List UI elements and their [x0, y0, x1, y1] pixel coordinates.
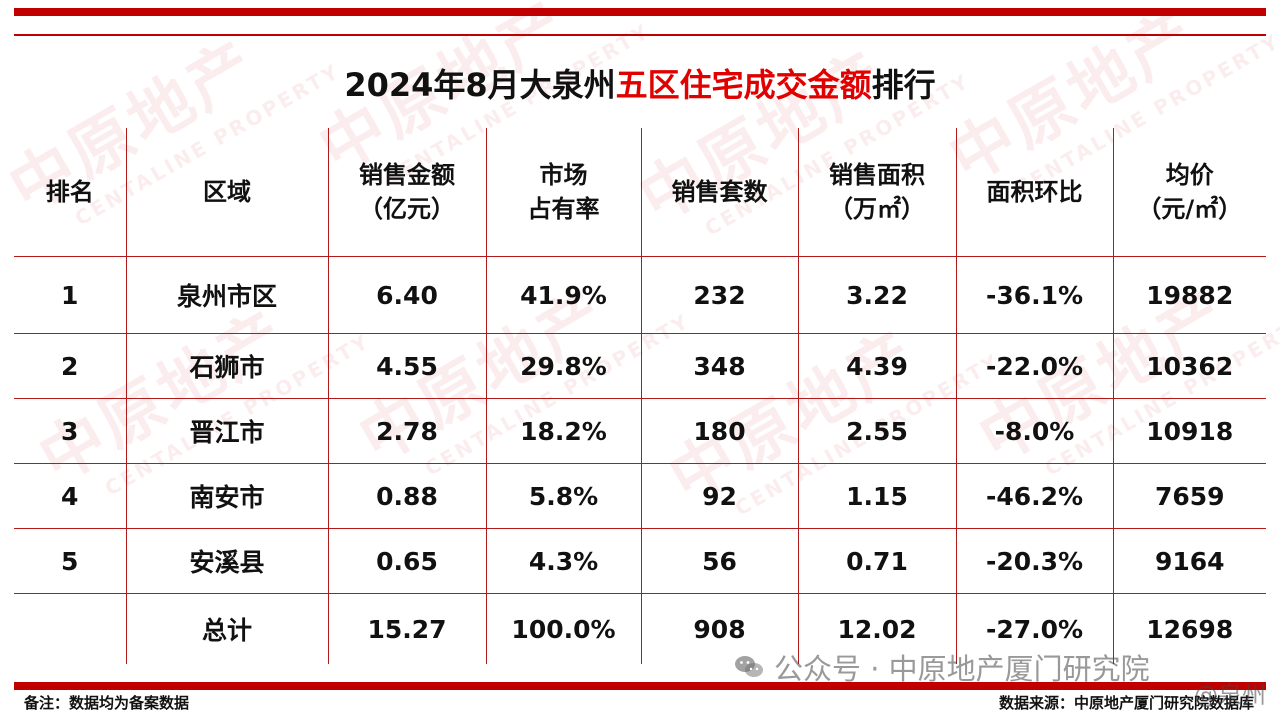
- column-header-line: 排名: [45, 178, 94, 206]
- column-header-line: （亿元）: [359, 195, 455, 223]
- wechat-watermark-text: 公众号 · 中原地产厦门研究院: [774, 652, 1150, 686]
- column-header-line: 销售面积: [829, 161, 925, 189]
- table-cell: 6.40: [327, 256, 487, 334]
- column-header: 销售金额 （亿元）: [327, 128, 487, 257]
- table-cell: -22.0%: [955, 333, 1114, 399]
- table-cell: 92: [640, 463, 799, 529]
- table-row: 3 晋江市 2.78 18.2% 180 2.55 -8.0% 10918: [14, 398, 1266, 464]
- column-header: 面积环比: [955, 128, 1114, 257]
- bottom-accent-bar: [14, 682, 1266, 690]
- footer-note: 备注：数据均为备案数据: [24, 694, 190, 712]
- table-cell: 总计: [125, 593, 329, 664]
- table-cell: 15.27: [327, 593, 487, 664]
- title-highlight: 五区住宅成交金额: [615, 66, 872, 104]
- column-header-line: 销售金额: [359, 161, 455, 189]
- table-cell: 180: [640, 398, 799, 464]
- table-cell: [14, 593, 127, 664]
- column-header-line: （万㎡）: [829, 195, 925, 223]
- table-cell: 19882: [1112, 256, 1266, 334]
- column-header: 销售面积 （万㎡）: [797, 128, 957, 257]
- table-row: 4 南安市 0.88 5.8% 92 1.15 -46.2% 7659: [14, 463, 1266, 529]
- column-header-line: 市场: [539, 161, 588, 189]
- table-cell: 348: [640, 333, 799, 399]
- table-cell: 908: [640, 593, 799, 664]
- table-cell: -20.3%: [955, 528, 1114, 594]
- column-header-line: （元/㎡）: [1137, 195, 1243, 223]
- table-cell: 10918: [1112, 398, 1266, 464]
- table-cell: 2.78: [327, 398, 487, 464]
- table-cell: 泉州市区: [125, 256, 329, 334]
- top-accent-bar: [14, 8, 1266, 16]
- table-cell: 0.88: [327, 463, 487, 529]
- table-cell: -8.0%: [955, 398, 1114, 464]
- table-cell: 7659: [1112, 463, 1266, 529]
- column-header: 排名: [14, 128, 127, 257]
- table-cell: -27.0%: [955, 593, 1114, 664]
- table-total-row: 总计 15.27 100.0% 908 12.02 -27.0% 12698: [14, 593, 1266, 664]
- table-cell: 100.0%: [485, 593, 642, 664]
- column-header-line: 占有率: [527, 195, 600, 223]
- table-cell: 2.55: [797, 398, 957, 464]
- table-cell: 4.55: [327, 333, 487, 399]
- column-header-line: 均价: [1165, 161, 1214, 189]
- table-cell: 12698: [1112, 593, 1266, 664]
- table-cell: 4: [14, 463, 127, 529]
- table-cell: 29.8%: [485, 333, 642, 399]
- table-cell: 南安市: [125, 463, 329, 529]
- table-cell: 10362: [1112, 333, 1266, 399]
- title-suffix: 排行: [871, 66, 936, 104]
- column-header: 区域: [125, 128, 329, 257]
- table-cell: 12.02: [797, 593, 957, 664]
- table-cell: 232: [640, 256, 799, 334]
- table-cell: 18.2%: [485, 398, 642, 464]
- table-cell: 4.3%: [485, 528, 642, 594]
- table-cell: 9164: [1112, 528, 1266, 594]
- table-cell: 41.9%: [485, 256, 642, 334]
- column-header-line: 面积环比: [986, 178, 1083, 206]
- table-cell: 4.39: [797, 333, 957, 399]
- column-header: 均价 （元/㎡）: [1112, 128, 1266, 257]
- column-header-line: 销售套数: [671, 178, 768, 206]
- column-header-line: 区域: [203, 178, 251, 206]
- column-header: 市场 占有率: [485, 128, 642, 257]
- top-accent-line: [14, 34, 1266, 36]
- table-cell: 3: [14, 398, 127, 464]
- table-cell: 56: [640, 528, 799, 594]
- table-cell: 2: [14, 333, 127, 399]
- table-cell: 5.8%: [485, 463, 642, 529]
- weibo-watermark: @泉州: [1194, 681, 1266, 709]
- table-cell: 安溪县: [125, 528, 329, 594]
- title-prefix: 2024年8月大泉州: [344, 66, 616, 104]
- table-cell: -46.2%: [955, 463, 1114, 529]
- table-cell: 1.15: [797, 463, 957, 529]
- table-cell: 5: [14, 528, 127, 594]
- table-cell: 1: [14, 256, 127, 334]
- table-cell: 0.71: [797, 528, 957, 594]
- wechat-watermark: 公众号 · 中原地产厦门研究院: [734, 650, 1150, 686]
- column-header: 销售套数: [640, 128, 799, 257]
- table-row: 1 泉州市区 6.40 41.9% 232 3.22 -36.1% 19882: [14, 256, 1266, 334]
- table-row: 5 安溪县 0.65 4.3% 56 0.71 -20.3% 9164: [14, 528, 1266, 594]
- table-cell: 晋江市: [125, 398, 329, 464]
- table-row: 2 石狮市 4.55 29.8% 348 4.39 -22.0% 10362: [14, 333, 1266, 399]
- table-cell: -36.1%: [955, 256, 1114, 334]
- sales-ranking-table: 排名 区域 销售金额 （亿元） 市场占有率 销售套数 销售面积 （万㎡） 面积环比 均价 （元/㎡）…: [14, 128, 1266, 664]
- wechat-icon: [735, 656, 763, 677]
- table-cell: 0.65: [327, 528, 487, 594]
- page-title: 2024年8月大泉州五区住宅成交金额排行: [0, 60, 1280, 106]
- table-header-row: 排名 区域 销售金额 （亿元） 市场占有率 销售套数 销售面积 （万㎡） 面积环比 均价 （元/㎡）: [14, 128, 1266, 257]
- footer-source: 数据来源：中原地产厦门研究院数据库: [998, 694, 1254, 712]
- table-cell: 3.22: [797, 256, 957, 334]
- table-cell: 石狮市: [125, 333, 329, 399]
